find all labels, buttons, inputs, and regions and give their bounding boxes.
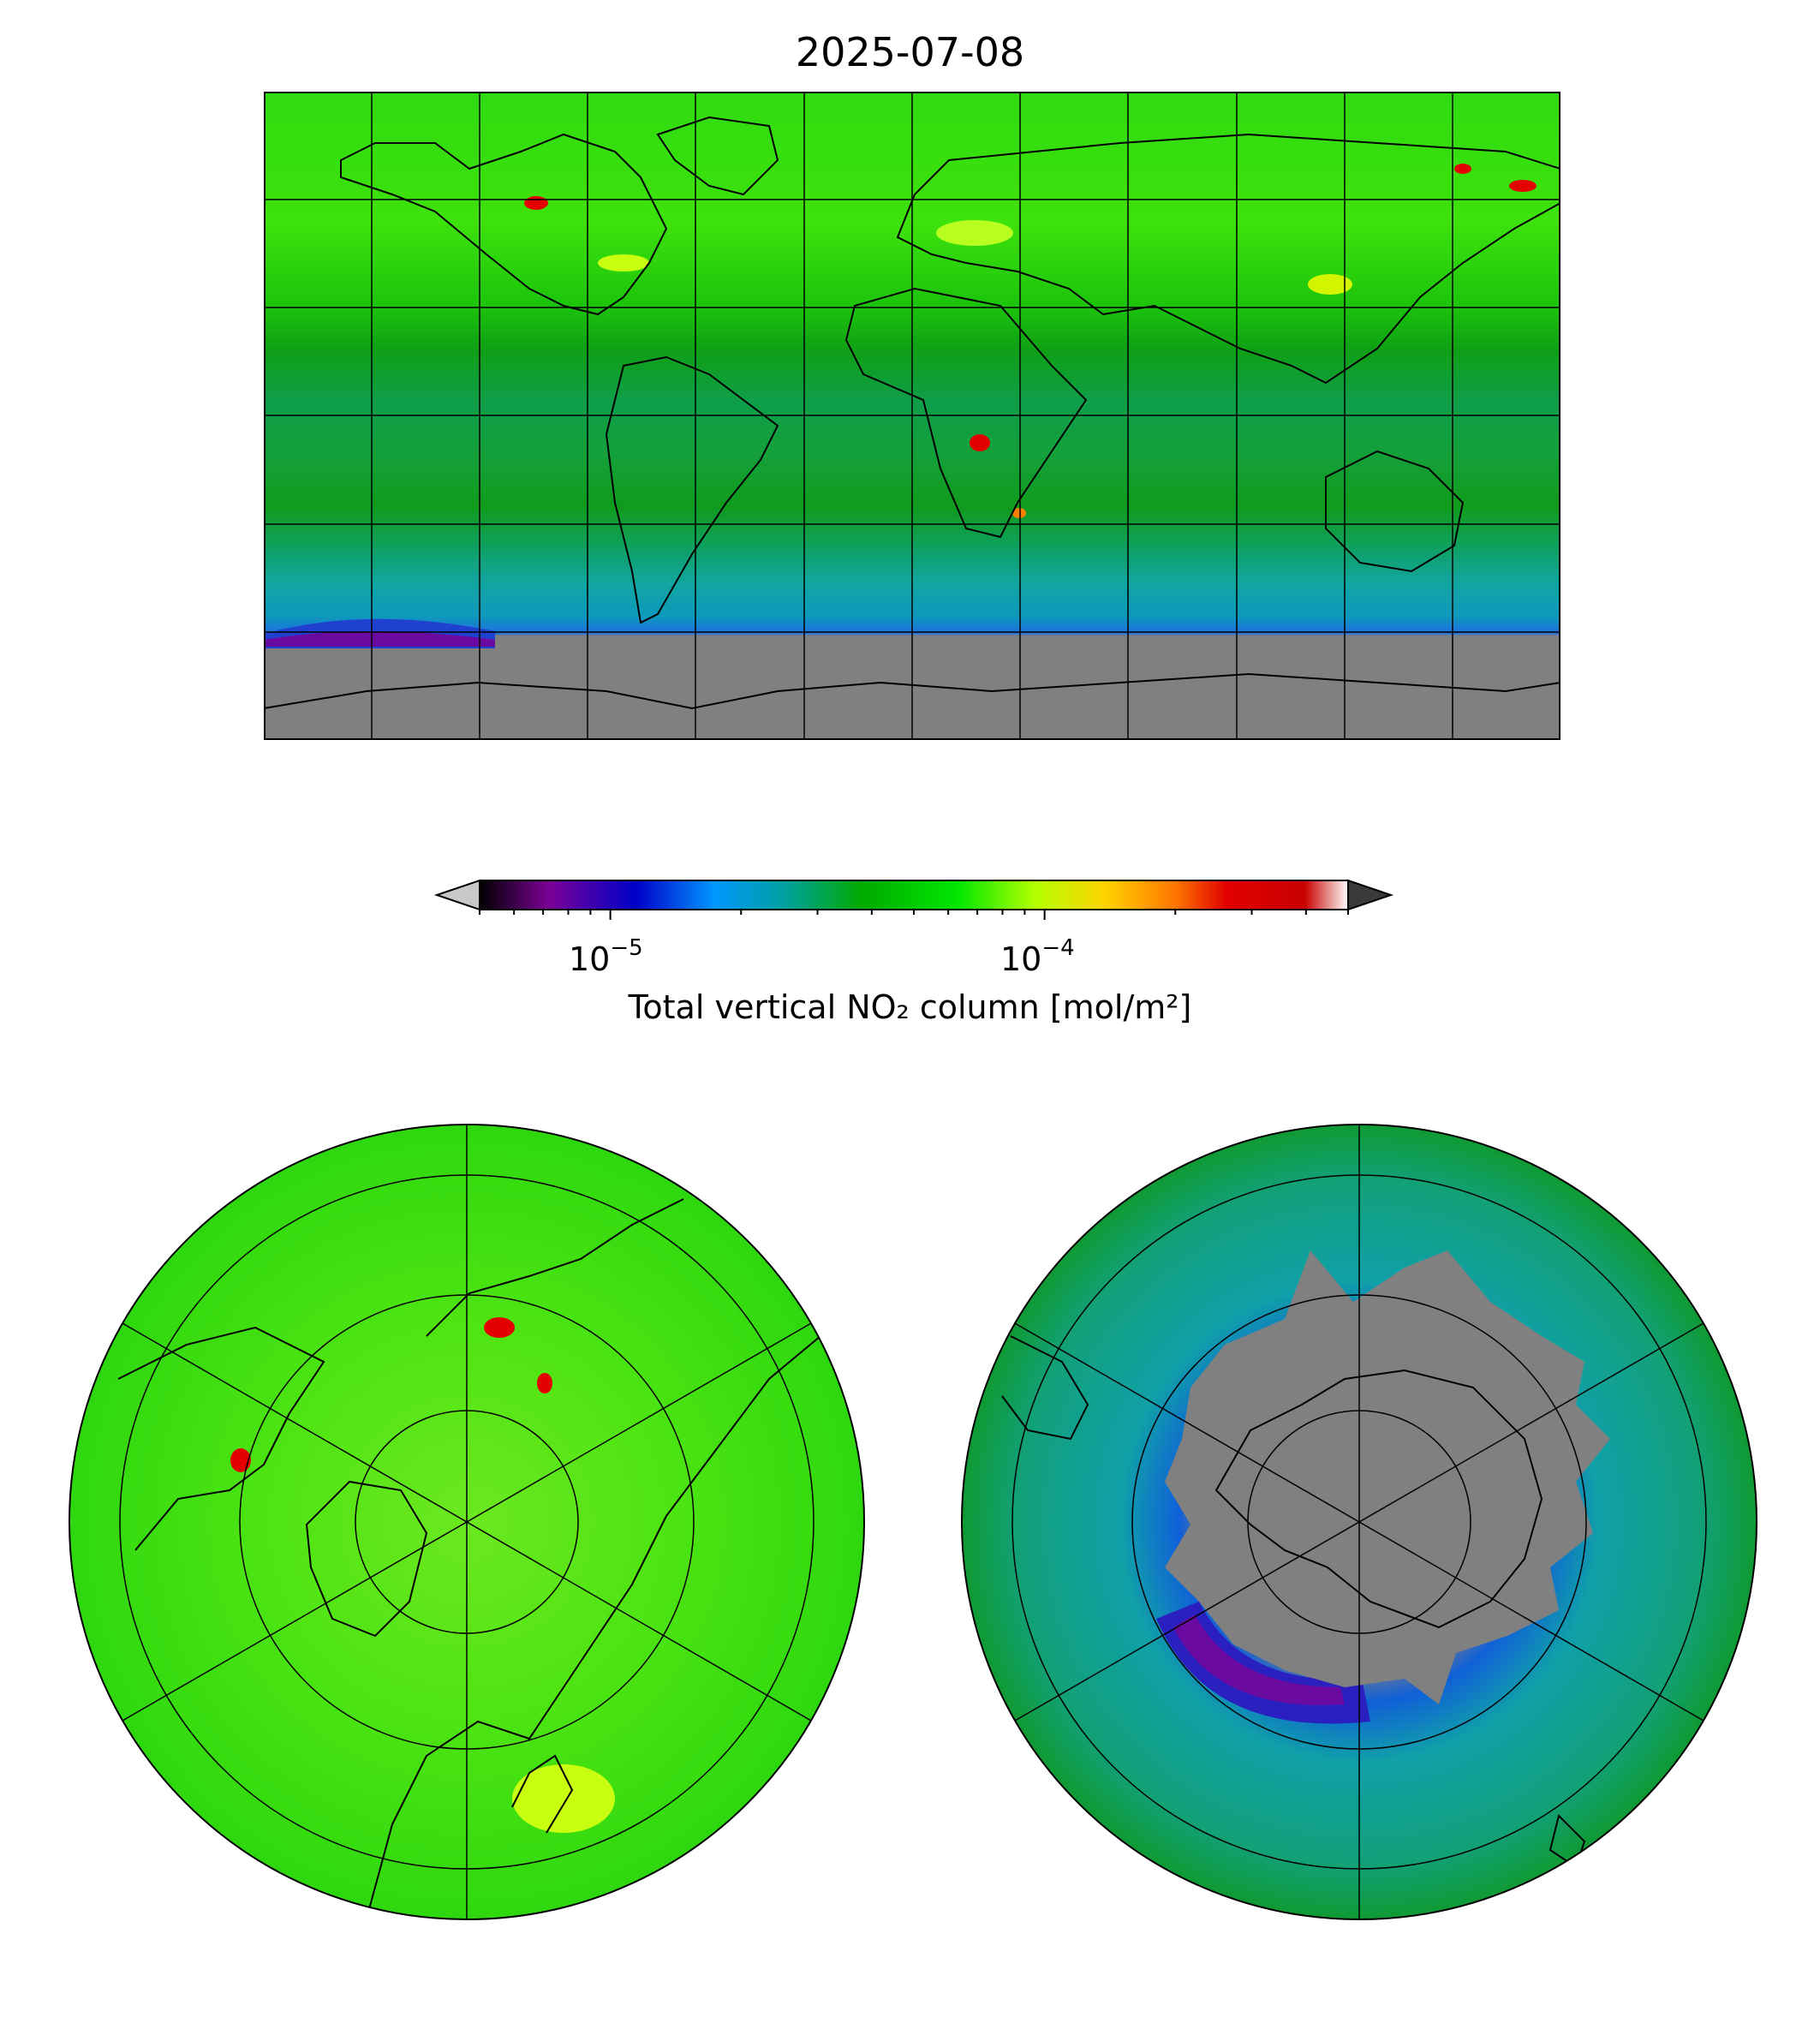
hotspots <box>524 164 1537 518</box>
colorbar-ticks <box>479 910 1349 920</box>
coastline-greenland <box>656 116 779 196</box>
hotspot-siberia-1 <box>1454 164 1471 174</box>
coastline-north-america <box>340 133 668 316</box>
meridian <box>1014 1322 1704 1722</box>
colorbar-under-extension <box>433 879 480 911</box>
hotspot-siberia <box>484 1317 515 1338</box>
hotspot-north-america <box>524 196 548 210</box>
hotspot-north-america <box>230 1448 251 1472</box>
coastline-siberia <box>426 1198 684 1337</box>
south-polar-boundary <box>961 1124 1757 1920</box>
low-no2-crescent-purple <box>1173 1614 1345 1705</box>
hotspot-east-asia <box>1308 274 1352 295</box>
colorbar-label: Total vertical NO₂ column [mol/m²] <box>628 988 1192 1026</box>
colorbar-gradient <box>479 880 1349 910</box>
coastline-antarctica <box>1214 1369 1543 1629</box>
hotspot-eastern-us <box>598 254 649 272</box>
colorbar-tick-label: 10−5 <box>569 935 643 978</box>
graticule <box>264 92 1560 740</box>
south-polar-map <box>961 1124 1757 1920</box>
global-map <box>264 92 1560 740</box>
coastline-eurasia <box>896 133 1560 385</box>
global-map-frame <box>264 92 1560 740</box>
coastline-scandinavia <box>511 1754 574 1834</box>
graticule <box>119 1125 815 1919</box>
hotspot-southern-africa <box>1012 508 1026 518</box>
hotspot-siberia-2 <box>1509 180 1537 192</box>
hotspot-siberia-2 <box>537 1373 552 1393</box>
north-polar-boundary <box>69 1124 865 1920</box>
hotspot-central-africa <box>970 434 990 451</box>
figure-title: 2025-07-08 <box>795 29 1025 75</box>
coastline-eurasia <box>366 1335 821 1919</box>
graticule <box>1011 1125 1707 1919</box>
colorbar <box>433 879 1394 920</box>
north-polar-map <box>69 1124 865 1920</box>
coastlines <box>264 116 1560 710</box>
coastline-south-america <box>605 355 779 624</box>
coastlines <box>117 1198 821 1919</box>
coastline-africa <box>844 287 1088 539</box>
hotspot-europe <box>512 1764 615 1833</box>
colorbar-over-extension <box>1347 879 1394 911</box>
coastline-greenland <box>305 1480 428 1638</box>
coastline-canada <box>117 1326 325 1551</box>
meridian <box>122 1322 812 1722</box>
coastline-antarctica <box>264 672 1560 710</box>
colorbar-tick-label: 10−4 <box>1000 935 1075 978</box>
coastline-australia <box>1325 450 1465 573</box>
southern-ocean-purple-band <box>264 631 495 647</box>
hotspot-europe <box>936 220 1013 246</box>
